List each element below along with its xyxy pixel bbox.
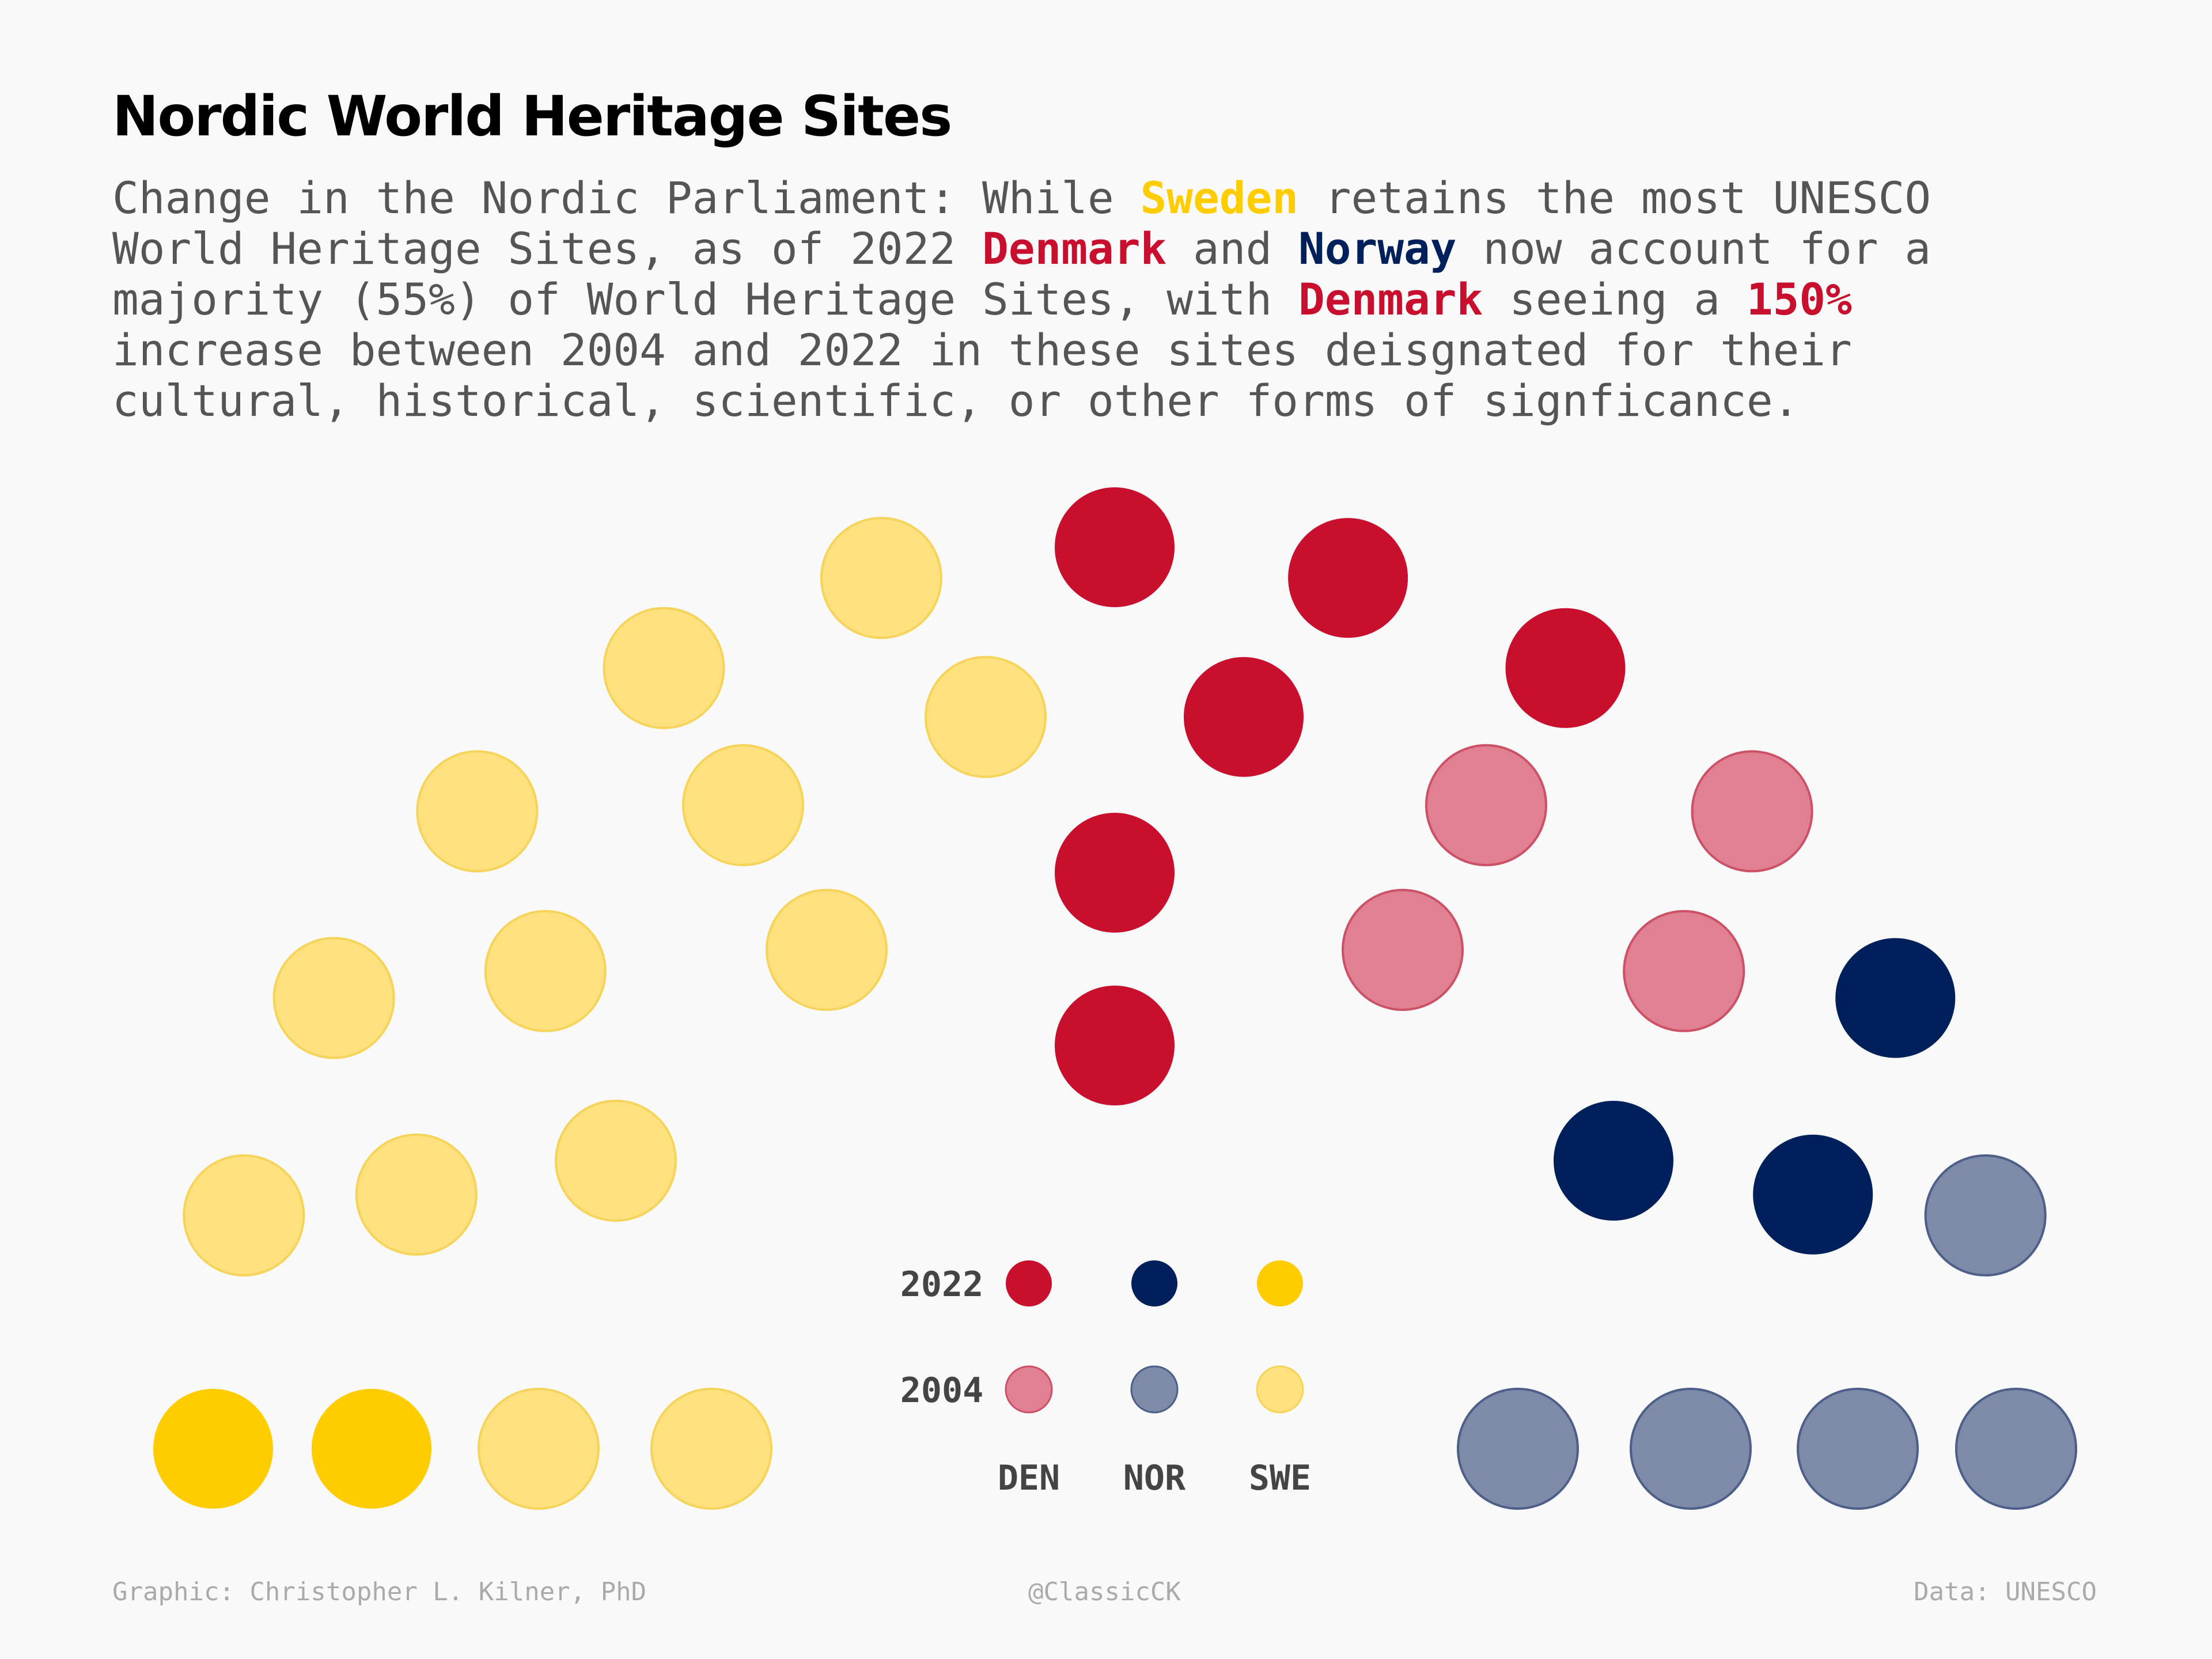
seat-den-2022: [1288, 518, 1408, 638]
seat-swe-2004: [650, 1388, 772, 1510]
subtitle-text: retains the most UNESCO: [1298, 172, 1931, 224]
subtitle-text: increase between 2004 and 2022 in these …: [112, 324, 1852, 376]
subtitle-line: Change in the Nordic Parliament: While S…: [112, 173, 2163, 224]
seat-swe-2004: [820, 517, 942, 639]
legend-swatch-swe-2022: [1257, 1260, 1303, 1306]
seat-swe-2004: [603, 607, 725, 729]
legend: 2022 2004 DEN NOR SWE: [900, 1260, 1311, 1498]
legend-swatch-den-2022: [1006, 1260, 1052, 1306]
legend-swatch-nor-2022: [1131, 1260, 1177, 1306]
subtitle-text: majority (55%) of World Heritage Sites, …: [112, 274, 1299, 325]
seat-swe-2004: [272, 937, 395, 1059]
seat-swe-2004: [183, 1154, 305, 1277]
subtitle-line: cultural, historical, scientific, or oth…: [112, 376, 2163, 426]
seat-den-2022: [1055, 986, 1175, 1105]
highlight-den: 150%: [1746, 274, 1852, 325]
subtitle-text: and: [1166, 223, 1299, 274]
subtitle-line: World Heritage Sites, as of 2022 Denmark…: [112, 224, 2163, 274]
seat-nor-2004: [1955, 1388, 2077, 1510]
seat-swe-2022: [312, 1389, 431, 1509]
seat-den-2022: [1055, 813, 1175, 933]
subtitle-text: Change in the Nordic Parliament: While: [112, 172, 1141, 224]
chart-title: Nordic World Heritage Sites: [112, 84, 952, 149]
seat-den-2004: [1691, 750, 1813, 873]
seat-swe-2004: [766, 889, 888, 1011]
subtitle-line: increase between 2004 and 2022 in these …: [112, 325, 2163, 376]
subtitle-text: World Heritage Sites, as of 2022: [112, 223, 982, 274]
footer-source: Data: UNESCO: [1914, 1577, 2097, 1607]
seat-group: [153, 487, 2077, 1510]
seat-swe-2004: [416, 750, 539, 873]
seat-den-2004: [1342, 889, 1464, 1011]
footer-credit: Graphic: Christopher L. Kilner, PhD: [112, 1577, 647, 1607]
seat-swe-2004: [478, 1388, 600, 1510]
seat-nor-2004: [1797, 1388, 1919, 1510]
legend-country-label: SWE: [1249, 1458, 1311, 1498]
highlight-nor: Norway: [1298, 223, 1457, 274]
legend-swatch-den-2004: [1005, 1365, 1053, 1414]
seat-swe-2004: [682, 744, 804, 866]
seat-den-2004: [1623, 910, 1745, 1032]
subtitle-text: now account for a: [1456, 223, 1931, 274]
legend-swatch-nor-2004: [1130, 1365, 1179, 1414]
subtitle-line: majority (55%) of World Heritage Sites, …: [112, 274, 2163, 325]
seat-den-2004: [1425, 744, 1547, 866]
legend-year-label: 2022: [900, 1264, 984, 1305]
seat-swe-2004: [484, 910, 607, 1032]
seat-nor-2022: [1835, 938, 1956, 1058]
seat-den-2022: [1505, 608, 1626, 728]
seat-den-2022: [1184, 657, 1304, 777]
highlight-den: Denmark: [982, 223, 1167, 274]
seat-swe-2004: [355, 1133, 478, 1256]
seat-den-2022: [1055, 487, 1175, 607]
seat-nor-2022: [1753, 1134, 1873, 1255]
seat-nor-2022: [1554, 1101, 1673, 1221]
legend-country-label: DEN: [998, 1458, 1060, 1498]
subtitle-text: cultural, historical, scientific, or oth…: [112, 375, 1800, 426]
seat-swe-2022: [153, 1389, 273, 1509]
seat-nor-2004: [1924, 1154, 2047, 1277]
highlight-swe: Sweden: [1140, 172, 1299, 224]
legend-year-label: 2004: [900, 1370, 984, 1411]
seat-nor-2004: [1630, 1388, 1752, 1510]
legend-country-label: NOR: [1123, 1458, 1186, 1498]
subtitle-text: seeing a: [1483, 274, 1747, 325]
seat-swe-2004: [925, 656, 1047, 778]
legend-swatch-swe-2004: [1256, 1365, 1304, 1414]
footer-handle: @ClassicCK: [1028, 1577, 1181, 1607]
highlight-den: Denmark: [1298, 274, 1483, 325]
seat-nor-2004: [1457, 1388, 1579, 1510]
seat-swe-2004: [555, 1100, 677, 1222]
chart-subtitle: Change in the Nordic Parliament: While S…: [112, 173, 2163, 426]
